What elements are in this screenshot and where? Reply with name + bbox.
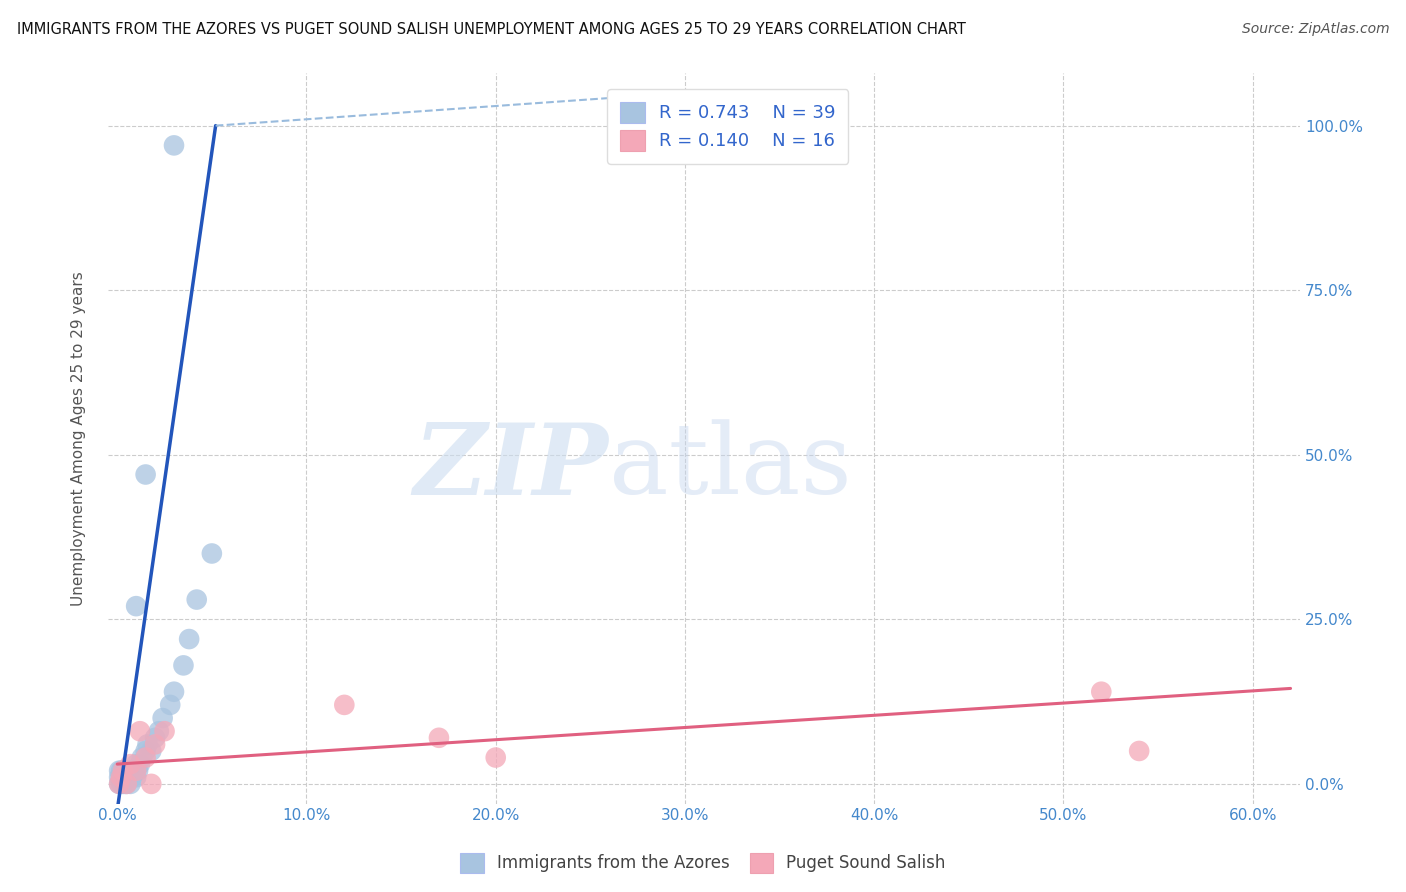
- Point: [108, 777, 131, 791]
- Point: [135, 467, 157, 482]
- Point: [111, 777, 134, 791]
- Text: Source: ZipAtlas.com: Source: ZipAtlas.com: [1241, 22, 1389, 37]
- Point: [110, 777, 132, 791]
- Point: [117, 770, 139, 784]
- Text: ZIP: ZIP: [413, 419, 609, 516]
- Point: [111, 764, 134, 778]
- Point: [110, 770, 132, 784]
- Point: [114, 777, 136, 791]
- Point: [152, 711, 174, 725]
- Point: [135, 744, 157, 758]
- Text: IMMIGRANTS FROM THE AZORES VS PUGET SOUND SALISH UNEMPLOYMENT AMONG AGES 25 TO 2: IMMIGRANTS FROM THE AZORES VS PUGET SOUN…: [17, 22, 966, 37]
- Point: [201, 547, 224, 561]
- Point: [172, 658, 194, 673]
- Point: [1090, 684, 1112, 698]
- Point: [129, 724, 152, 739]
- Point: [135, 750, 157, 764]
- Point: [108, 764, 131, 778]
- Point: [186, 592, 208, 607]
- Point: [115, 777, 138, 791]
- Point: [125, 599, 148, 614]
- Point: [163, 138, 186, 153]
- Point: [110, 770, 132, 784]
- Point: [143, 738, 166, 752]
- Point: [125, 770, 148, 784]
- Point: [125, 757, 148, 772]
- Point: [115, 770, 138, 784]
- Point: [159, 698, 181, 712]
- Point: [141, 744, 163, 758]
- Point: [108, 777, 131, 791]
- Point: [141, 777, 163, 791]
- Point: [179, 632, 201, 646]
- Point: [153, 724, 176, 739]
- Point: [143, 731, 166, 745]
- Point: [117, 764, 139, 778]
- Point: [131, 750, 153, 764]
- Point: [1128, 744, 1150, 758]
- Point: [111, 764, 134, 778]
- Text: atlas: atlas: [609, 419, 851, 516]
- Point: [125, 764, 148, 778]
- Point: [163, 684, 186, 698]
- Point: [111, 770, 134, 784]
- Y-axis label: Unemployment Among Ages 25 to 29 years: Unemployment Among Ages 25 to 29 years: [72, 271, 86, 606]
- Point: [110, 764, 132, 778]
- Point: [485, 750, 508, 764]
- Point: [108, 770, 131, 784]
- Point: [122, 764, 145, 778]
- Point: [127, 764, 149, 778]
- Point: [120, 777, 142, 791]
- Legend: R = 0.743    N = 39, R = 0.140    N = 16: R = 0.743 N = 39, R = 0.140 N = 16: [607, 89, 848, 163]
- Point: [427, 731, 450, 745]
- Point: [136, 738, 159, 752]
- Point: [115, 777, 138, 791]
- Point: [129, 757, 152, 772]
- Point: [120, 764, 142, 778]
- Point: [333, 698, 356, 712]
- Point: [120, 757, 142, 772]
- Point: [114, 770, 136, 784]
- Point: [121, 770, 143, 784]
- Legend: Immigrants from the Azores, Puget Sound Salish: Immigrants from the Azores, Puget Sound …: [454, 847, 952, 880]
- Point: [148, 724, 170, 739]
